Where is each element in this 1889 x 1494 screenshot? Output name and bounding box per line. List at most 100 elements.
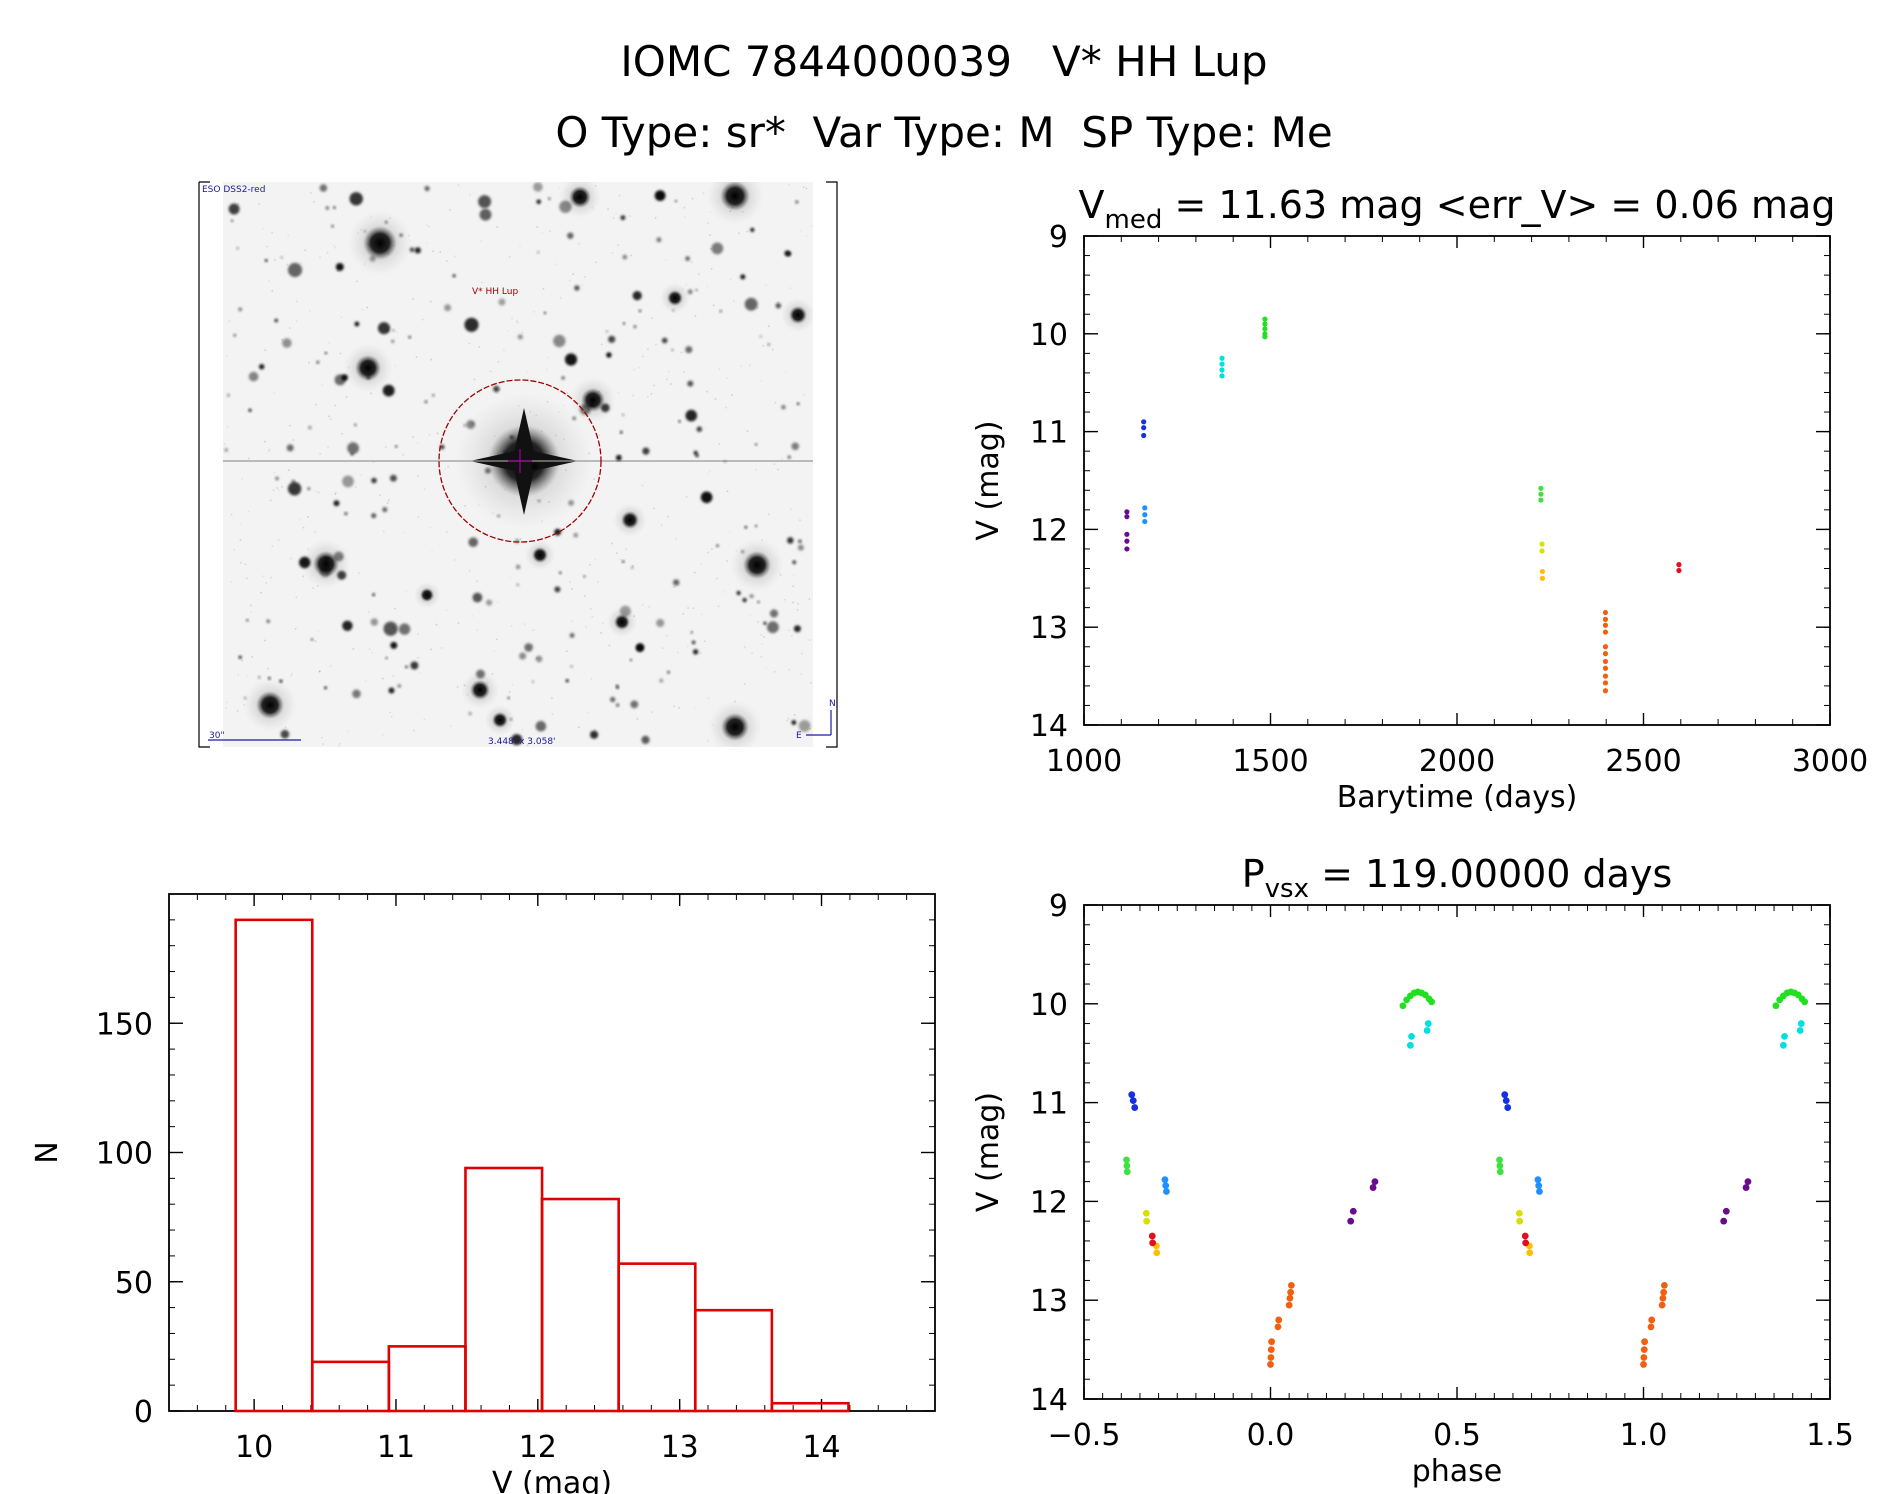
data-point: [1781, 1033, 1788, 1040]
sky-noise: [746, 230, 748, 233]
star: [767, 343, 771, 346]
data-point: [1516, 1217, 1524, 1225]
sky-noise: [707, 697, 710, 700]
sky-noise: [718, 443, 721, 445]
sky-noise: [566, 650, 568, 653]
sky-noise: [379, 494, 381, 497]
sky-noise: [665, 259, 667, 261]
sky-noise: [278, 489, 280, 491]
sky-noise: [250, 611, 253, 613]
data-point: [1602, 673, 1609, 679]
star: [347, 442, 359, 455]
star: [299, 556, 311, 569]
sky-noise: [246, 577, 248, 580]
star: [287, 262, 303, 278]
data-point: [1772, 1002, 1780, 1010]
star: [795, 200, 799, 204]
sky-noise: [700, 563, 703, 565]
star: [798, 720, 811, 732]
star: [275, 476, 279, 481]
sky-noise: [788, 629, 790, 632]
data-point: [1129, 1097, 1137, 1105]
data-point: [1779, 1041, 1787, 1049]
sky-noise: [572, 273, 574, 275]
sky-noise: [784, 371, 787, 373]
sky-noise: [542, 288, 545, 290]
sky-noise: [286, 263, 288, 266]
sky-noise: [566, 392, 568, 394]
sky-noise: [565, 469, 567, 471]
sky-noise: [743, 683, 746, 685]
star: [537, 251, 540, 254]
sky-noise: [258, 203, 260, 205]
data-point: [1640, 1354, 1648, 1361]
star: [363, 226, 397, 260]
sky-noise: [760, 655, 763, 658]
sky-noise: [808, 639, 811, 641]
sky-noise: [724, 591, 726, 593]
star: [574, 285, 580, 291]
sky-noise: [557, 187, 560, 190]
data-point: [1660, 1288, 1668, 1296]
x-tick-label: 10: [235, 1430, 273, 1465]
data-group: [1399, 988, 1809, 1010]
sky-noise: [765, 667, 767, 669]
sky-noise: [307, 548, 309, 550]
data-point: [1720, 1217, 1728, 1225]
sky-noise: [726, 377, 728, 379]
star: [291, 479, 295, 483]
data-group: [1262, 316, 1268, 340]
x-tick-label: 1500: [1232, 744, 1308, 779]
sky-noise: [809, 728, 811, 730]
sky-noise: [734, 700, 736, 703]
histogram-bar: [387, 1345, 467, 1413]
y-tick-label: 50: [115, 1266, 153, 1301]
sky-noise: [608, 644, 611, 647]
sky-noise: [508, 290, 511, 292]
star: [583, 575, 586, 578]
sky-noise: [796, 609, 799, 611]
chart-title-rest: = 11.63 mag <err_V> = 0.06 mag: [1162, 183, 1835, 227]
sky-noise: [508, 256, 511, 258]
star: [274, 318, 279, 323]
sky-noise: [800, 673, 802, 675]
data-point: [1274, 1323, 1282, 1331]
sky-noise: [264, 639, 266, 642]
star: [230, 219, 234, 222]
sky-noise: [291, 489, 294, 492]
sky-noise: [389, 217, 391, 219]
sky-noise: [642, 355, 644, 358]
sky-noise: [494, 435, 496, 438]
sky-noise: [294, 627, 297, 630]
y-axis-label: V (mag): [971, 1092, 1006, 1212]
sky-noise: [423, 718, 425, 721]
sky-noise: [616, 552, 618, 554]
sky-noise: [440, 647, 443, 649]
data-point: [1123, 1162, 1131, 1170]
data-group: [1161, 1176, 1543, 1195]
sky-noise: [450, 725, 452, 727]
sky-noise: [503, 349, 505, 351]
sky-noise: [562, 438, 565, 440]
sky-noise: [706, 390, 708, 393]
y-tick-label: 9: [1049, 889, 1068, 924]
sky-noise: [581, 284, 584, 286]
sky-noise: [677, 651, 679, 654]
chart-title-subscript: vsx: [1265, 874, 1309, 904]
star: [371, 513, 377, 519]
sky-noise: [476, 580, 478, 582]
sky-noise: [707, 551, 709, 554]
star: [388, 687, 395, 694]
sky-noise: [678, 707, 680, 709]
sky-noise: [260, 591, 262, 594]
star: [397, 684, 402, 688]
star: [319, 566, 331, 578]
sky-noise: [412, 298, 414, 300]
y-tick-label: 14: [1030, 1383, 1068, 1418]
sky-noise: [439, 251, 441, 253]
sky-noise: [417, 516, 420, 518]
sky-noise: [478, 346, 481, 348]
sky-noise: [601, 407, 603, 409]
sky-noise: [587, 712, 590, 714]
data-point: [1141, 432, 1147, 439]
